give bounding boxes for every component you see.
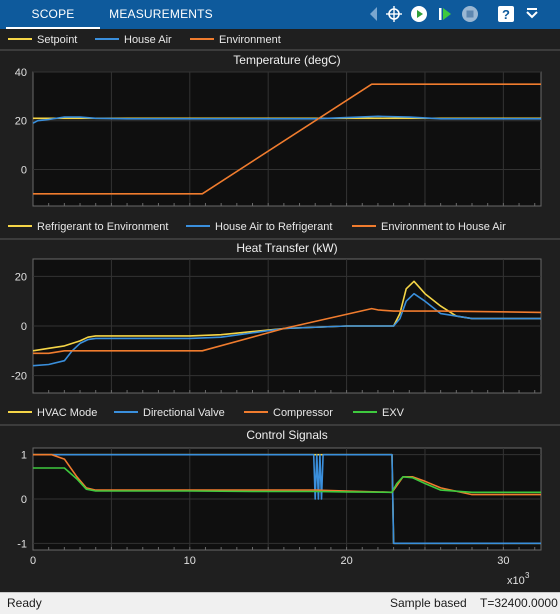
- y-tick-label: 1: [21, 450, 27, 462]
- y-tick-label: -1: [17, 538, 27, 550]
- tab-measurements[interactable]: MEASUREMENTS: [109, 7, 213, 21]
- series-line-2: [32, 115, 541, 124]
- series-line-2: [32, 292, 541, 367]
- plot-title: Heat Transfer (kW): [236, 241, 337, 255]
- legend-entry-label: House Air: [124, 34, 172, 46]
- y-tick-label: 0: [21, 164, 27, 176]
- x-tick-label: 0: [30, 555, 36, 567]
- tab-scope[interactable]: SCOPE: [0, 0, 106, 29]
- y-tick-label: -20: [11, 371, 27, 383]
- scope-panel-2: Refrigerant to Environment House Air to R…: [0, 221, 560, 394]
- legend[interactable]: HVAC Mode Directional Valve Compressor EXV: [8, 407, 405, 419]
- status-sample-mode: Sample based: [390, 596, 467, 610]
- expand-icon[interactable]: [522, 4, 542, 24]
- plot-title: Control Signals: [246, 428, 327, 442]
- status-bar: Ready Sample based T=32400.0000: [0, 592, 560, 614]
- series-line-3: [33, 83, 541, 195]
- series-line-3: [33, 307, 542, 355]
- legend-entry-label: Setpoint: [37, 34, 77, 46]
- legend-entry-label: Refrigerant to Environment: [37, 221, 168, 233]
- run-icon[interactable]: [409, 4, 429, 24]
- step-forward-icon[interactable]: [435, 4, 455, 24]
- stop-icon[interactable]: [460, 4, 480, 24]
- grid: [33, 71, 541, 206]
- svg-text:?: ?: [502, 7, 510, 22]
- plot-title: Temperature (degC): [233, 53, 340, 67]
- x-tick-label: 30: [497, 555, 509, 567]
- toolbar-buttons: ?: [0, 0, 560, 29]
- legend-entry-label: Environment to House Air: [381, 221, 506, 233]
- grid: [33, 259, 541, 393]
- series-line-4: [33, 467, 541, 494]
- highlight-signal-icon[interactable]: [384, 4, 404, 24]
- y-tick-label: 40: [15, 67, 27, 79]
- y-tick-label: 0: [21, 494, 27, 506]
- scope-panel-3: HVAC Mode Directional Valve Compressor EXV C…: [0, 407, 560, 587]
- x-tick-label: 20: [340, 555, 352, 567]
- y-tick-label: 20: [15, 271, 27, 283]
- legend-entry-label: HVAC Mode: [37, 407, 97, 419]
- legend-entry-label: Directional Valve: [143, 407, 225, 419]
- y-tick-label: 0: [21, 321, 27, 333]
- legend-entry-label: EXV: [382, 407, 405, 419]
- x-multiplier-exponent: 3: [525, 571, 530, 580]
- series-line-3: [33, 453, 541, 496]
- legend[interactable]: Setpoint House Air Environment: [8, 34, 281, 46]
- scope-panel-1: Setpoint House Air Environment Temperature …: [0, 34, 560, 207]
- scope-plots: Setpoint House Air Environment Temperature …: [0, 34, 560, 587]
- legend-entry-label: House Air to Refrigerant: [215, 221, 332, 233]
- help-icon[interactable]: ?: [496, 4, 516, 24]
- legend-entry-label: Environment: [219, 34, 281, 46]
- x-tick-label: 10: [184, 555, 196, 567]
- toolstrip: SCOPE MEASUREMENTS ?: [0, 0, 560, 29]
- legend-entry-label: Compressor: [273, 407, 333, 419]
- status-time: T=32400.0000: [480, 596, 558, 610]
- x-multiplier-label: x10: [507, 575, 525, 587]
- status-ready: Ready: [7, 596, 42, 610]
- legend[interactable]: Refrigerant to Environment House Air to R…: [8, 221, 506, 233]
- y-tick-label: 20: [15, 116, 27, 128]
- toolbar-left-edge-icon: [370, 7, 377, 21]
